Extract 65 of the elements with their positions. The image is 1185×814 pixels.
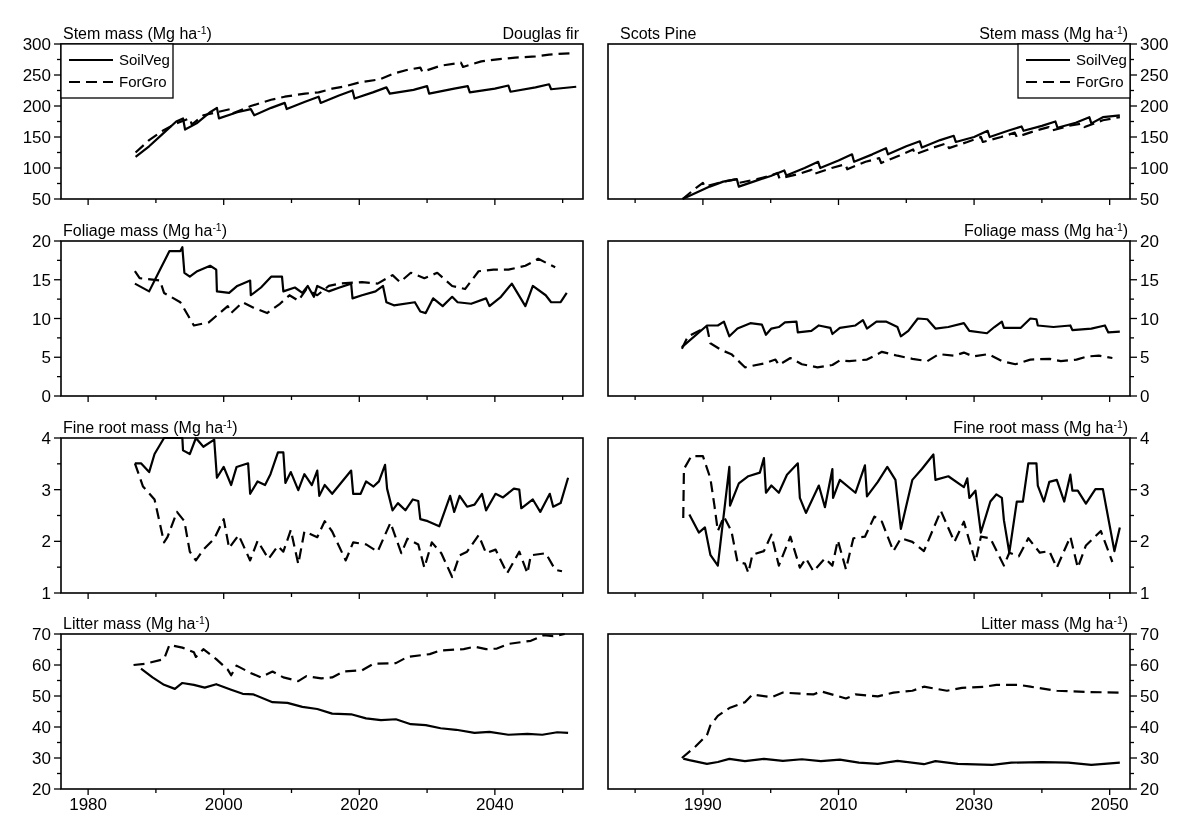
y-tick-label: 3 xyxy=(41,480,51,500)
y2-tick-label: 20 xyxy=(1140,232,1159,251)
x-tick-label: 1980 xyxy=(69,795,108,814)
legend-label: SoilVeg xyxy=(1076,51,1127,68)
y-tick-label: 30 xyxy=(32,749,51,768)
y2-axis-title: Fine root mass (Mg ha$^{-1}$) xyxy=(953,418,1128,436)
y2-tick-label: 20 xyxy=(1140,780,1159,799)
y2-axis-title: Stem mass (Mg ha$^{-1}$) xyxy=(979,24,1128,42)
y2-tick-label: 60 xyxy=(1140,656,1159,675)
x-tick-label: 2030 xyxy=(955,795,993,814)
y-tick-label: 1 xyxy=(41,584,51,603)
y2-tick-label: 4 xyxy=(1140,429,1150,448)
y-tick-label: 2 xyxy=(41,532,51,552)
y-tick-label: 4 xyxy=(41,429,51,448)
y2-tick-label: 0 xyxy=(1140,387,1150,406)
y-tick-label: 40 xyxy=(32,718,51,737)
x-tick-label: 2040 xyxy=(475,795,514,814)
y-axis-title: Litter mass (Mg ha$^{-1}$) xyxy=(63,614,211,632)
legend-label: ForGro xyxy=(1076,73,1124,90)
y-tick-label: 5 xyxy=(41,348,51,368)
y-tick-label: 50 xyxy=(32,190,51,209)
y2-tick-label: 5 xyxy=(1140,348,1150,368)
y-tick-label: 20 xyxy=(32,232,51,251)
y2-tick-label: 10 xyxy=(1140,309,1159,329)
x-tick-label: 1990 xyxy=(684,795,722,814)
y2-tick-label: 40 xyxy=(1140,718,1159,737)
y2-tick-label: 50 xyxy=(1140,190,1159,209)
x-tick-label: 2020 xyxy=(340,795,379,814)
y-tick-label: 150 xyxy=(22,128,51,147)
x-tick-label: 2010 xyxy=(819,795,858,814)
y-axis-title: Stem mass (Mg ha$^{-1}$) xyxy=(63,24,212,42)
y2-tick-label: 30 xyxy=(1140,749,1159,768)
y-tick-label: 100 xyxy=(22,159,51,178)
y-tick-label: 60 xyxy=(32,656,51,675)
y-tick-label: 0 xyxy=(41,387,51,406)
legend-label: ForGro xyxy=(119,73,167,90)
y2-tick-label: 200 xyxy=(1140,97,1169,116)
y-axis-title: Fine root mass (Mg ha$^{-1}$) xyxy=(63,418,238,436)
y2-tick-label: 70 xyxy=(1140,625,1159,644)
chart-title: Scots Pine xyxy=(620,25,697,42)
chart-title: Douglas fir xyxy=(502,25,580,42)
x-tick-label: 2050 xyxy=(1090,795,1129,814)
y2-tick-label: 150 xyxy=(1140,128,1169,147)
y2-tick-label: 100 xyxy=(1140,159,1169,178)
x-tick-label: 2000 xyxy=(204,795,243,814)
y2-tick-label: 1 xyxy=(1140,584,1150,603)
y2-tick-label: 2 xyxy=(1140,532,1150,552)
line-series xyxy=(139,667,570,736)
y2-axis-title: Litter mass (Mg ha$^{-1}$) xyxy=(980,614,1128,632)
y-axis-title: Foliage mass (Mg ha$^{-1}$) xyxy=(63,221,227,239)
y-tick-label: 10 xyxy=(32,309,51,329)
y2-tick-label: 250 xyxy=(1140,66,1169,85)
y2-tick-label: 3 xyxy=(1140,480,1150,500)
y-tick-label: 15 xyxy=(32,270,51,290)
y-tick-label: 200 xyxy=(22,97,51,116)
y2-tick-label: 15 xyxy=(1140,270,1159,290)
y-tick-label: 20 xyxy=(32,780,51,799)
y2-tick-label: 50 xyxy=(1140,687,1159,706)
y-tick-label: 50 xyxy=(32,687,51,706)
y-tick-label: 70 xyxy=(32,625,51,644)
legend-label: SoilVeg xyxy=(119,51,170,68)
y-tick-label: 300 xyxy=(22,35,51,54)
y2-tick-label: 300 xyxy=(1140,35,1169,54)
y2-axis-title: Foliage mass (Mg ha$^{-1}$) xyxy=(964,221,1128,239)
y-tick-label: 250 xyxy=(22,66,51,85)
